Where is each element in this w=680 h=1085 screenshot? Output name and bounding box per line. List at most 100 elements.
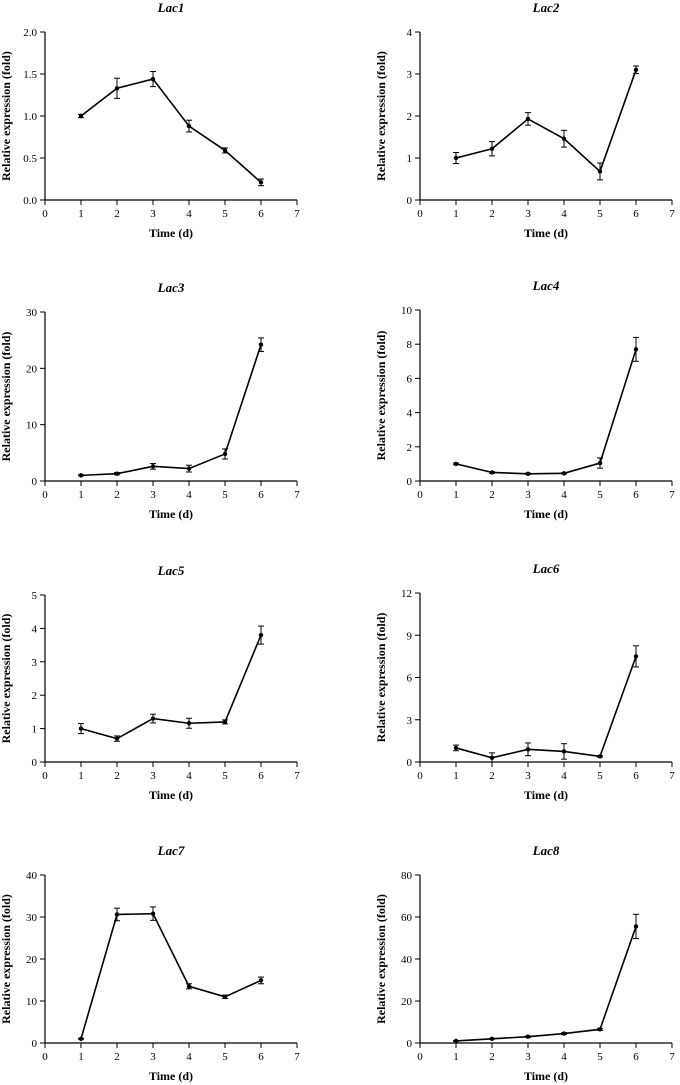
- data-point: [633, 924, 639, 929]
- x-tick-label: 1: [453, 208, 459, 220]
- y-tick-label: 0: [32, 476, 38, 488]
- data-point: [633, 67, 639, 73]
- x-axis-label: Time (d): [149, 226, 193, 240]
- chart-title-number: 6: [553, 561, 560, 576]
- x-tick-label: 7: [669, 770, 675, 782]
- x-tick-label: 4: [186, 1051, 192, 1063]
- y-tick-label: 80: [401, 870, 413, 882]
- series-line: [455, 926, 637, 1042]
- x-tick-label: 0: [42, 208, 48, 220]
- x-tick-label: 4: [186, 770, 192, 782]
- x-tick-label: 6: [258, 208, 264, 220]
- chart-title-prefix: Lac: [532, 278, 553, 293]
- y-tick-label: 10: [401, 305, 413, 317]
- x-tick-label: 0: [417, 208, 423, 220]
- data-point: [150, 76, 156, 82]
- data-point: [78, 473, 84, 478]
- y-tick-label: 4: [32, 623, 38, 635]
- series-line: [455, 349, 637, 475]
- x-tick-label: 5: [222, 208, 228, 220]
- x-tick-label: 3: [150, 1051, 156, 1063]
- x-tick-label: 0: [42, 489, 48, 501]
- y-tick-label: 2: [407, 111, 413, 123]
- x-axis-label: Time (d): [149, 788, 193, 802]
- x-tick-label: 5: [222, 489, 228, 501]
- series-line: [455, 69, 637, 173]
- x-tick-label: 3: [150, 489, 156, 501]
- data-point: [489, 1036, 495, 1042]
- x-tick-label: 5: [597, 208, 603, 220]
- series-line: [80, 78, 262, 183]
- x-tick-label: 3: [525, 489, 531, 501]
- data-point: [222, 994, 228, 999]
- chart-title-number: 5: [178, 563, 185, 578]
- x-axis-label: Time (d): [524, 788, 568, 802]
- data-point: [489, 755, 495, 760]
- x-tick-label: 5: [222, 770, 228, 782]
- x-tick-label: 3: [525, 208, 531, 220]
- y-tick-label: 8: [407, 339, 413, 351]
- series-line: [80, 912, 262, 1040]
- data-point: [597, 1027, 603, 1032]
- y-tick-label: 20: [401, 996, 413, 1008]
- x-tick-label: 1: [78, 770, 84, 782]
- data-point: [561, 471, 567, 476]
- data-point: [222, 719, 228, 725]
- x-tick-label: 0: [417, 1051, 423, 1063]
- y-tick-label: 0.0: [23, 195, 37, 207]
- data-point: [258, 342, 264, 347]
- x-tick-label: 1: [78, 489, 84, 501]
- x-tick-label: 4: [186, 489, 192, 501]
- x-tick-label: 4: [186, 208, 192, 220]
- y-axis-label: Relative expression (fold): [374, 331, 388, 461]
- data-point: [453, 745, 459, 751]
- x-tick-label: 4: [561, 208, 567, 220]
- data-point: [453, 461, 459, 467]
- x-tick-label: 7: [669, 489, 675, 501]
- data-point: [525, 747, 531, 752]
- y-tick-label: 1.0: [23, 111, 37, 123]
- data-point: [114, 471, 120, 476]
- data-point: [222, 451, 228, 457]
- x-tick-label: 2: [114, 1051, 120, 1063]
- x-tick-label: 5: [597, 1051, 603, 1063]
- x-tick-label: 7: [669, 1051, 675, 1063]
- chart-title: Lac6: [532, 561, 560, 576]
- x-tick-label: 6: [633, 770, 639, 782]
- x-tick-label: 0: [417, 770, 423, 782]
- chart-title-number: 4: [552, 278, 560, 293]
- chart-title: Lac3: [157, 280, 185, 295]
- x-tick-label: 2: [489, 1051, 495, 1063]
- data-point: [150, 464, 156, 469]
- data-point: [78, 113, 84, 119]
- x-axis-label: Time (d): [149, 507, 193, 521]
- x-tick-label: 1: [453, 770, 459, 782]
- data-point: [597, 460, 603, 466]
- x-tick-label: 6: [633, 489, 639, 501]
- chart-title-prefix: Lac: [157, 280, 178, 295]
- x-tick-label: 6: [258, 489, 264, 501]
- y-axis-label: Relative expression (fold): [374, 51, 388, 181]
- data-point: [78, 726, 84, 731]
- y-tick-label: 9: [407, 630, 413, 642]
- series-line: [80, 634, 262, 740]
- y-tick-label: 30: [26, 912, 38, 924]
- x-tick-label: 2: [114, 489, 120, 501]
- y-tick-label: 1: [32, 724, 38, 736]
- data-point: [114, 736, 120, 741]
- data-point: [453, 155, 459, 161]
- data-point: [222, 148, 228, 153]
- y-tick-label: 3: [32, 657, 38, 669]
- data-point: [489, 146, 495, 151]
- x-tick-label: 1: [78, 1051, 84, 1063]
- data-point: [525, 1034, 531, 1039]
- x-tick-label: 2: [114, 770, 120, 782]
- chart-title: Lac7: [157, 843, 185, 858]
- x-axis-label: Time (d): [524, 1069, 568, 1083]
- x-tick-label: 0: [42, 770, 48, 782]
- data-point: [258, 180, 264, 185]
- x-tick-label: 7: [294, 1051, 300, 1063]
